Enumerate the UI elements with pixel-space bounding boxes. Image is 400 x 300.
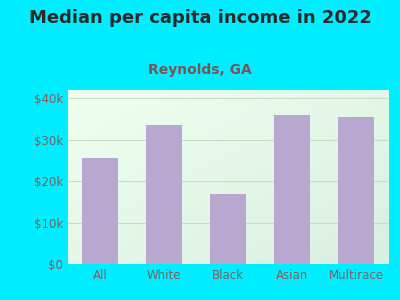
Bar [338, 117, 374, 264]
Bar [274, 115, 310, 264]
Text: Median per capita income in 2022: Median per capita income in 2022 [28, 9, 372, 27]
Bar [210, 194, 246, 264]
Bar [82, 158, 118, 264]
Bar [146, 125, 182, 264]
Text: Reynolds, GA: Reynolds, GA [148, 63, 252, 77]
